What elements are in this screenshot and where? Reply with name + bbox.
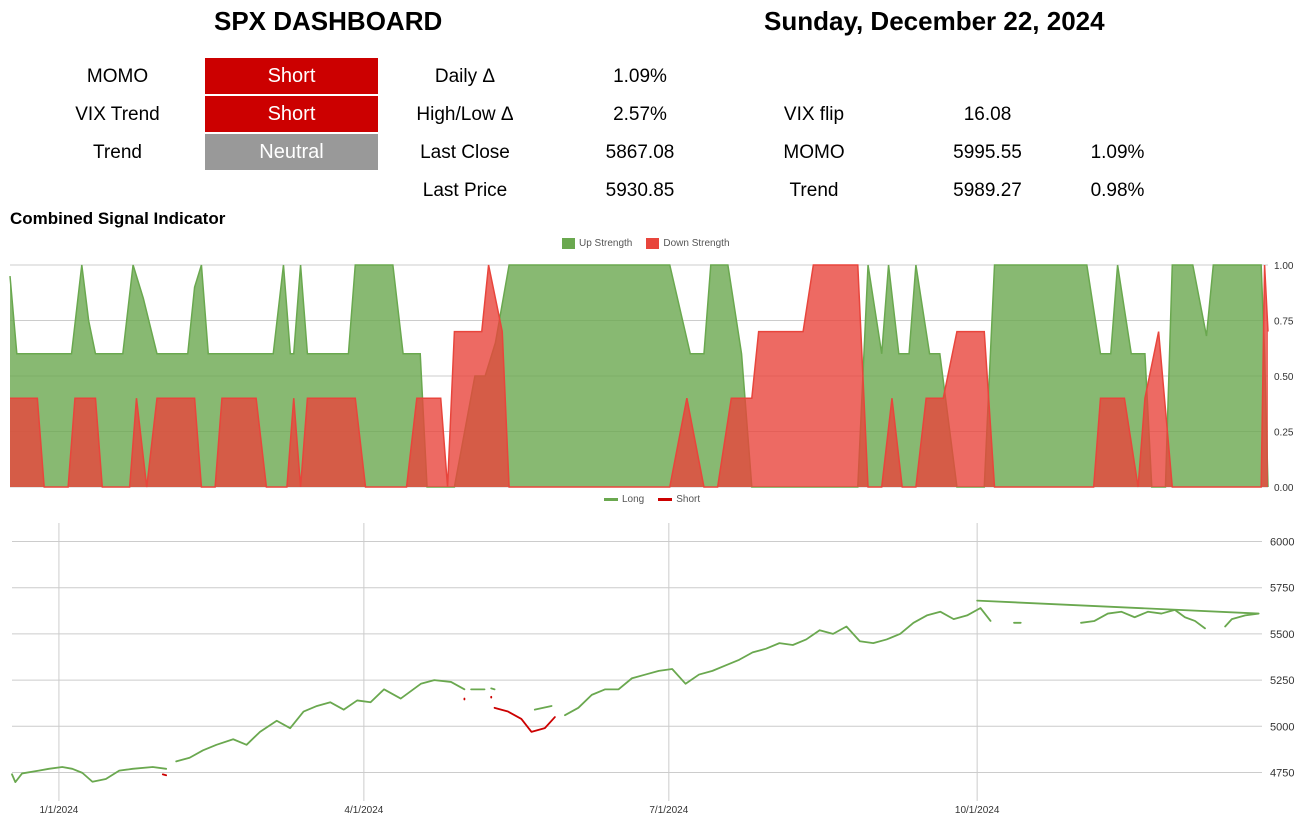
down-strength-area xyxy=(10,265,1268,487)
signal-y-tick-label: 0.00 xyxy=(1274,483,1294,494)
level-pct-trend: 0.98% xyxy=(1090,180,1145,201)
legend-swatch-down xyxy=(646,238,660,249)
up-strength-line xyxy=(9,264,1269,488)
legend-label-down: Down Strength xyxy=(663,238,730,249)
price-y-tick-label: 5500 xyxy=(1270,629,1294,641)
short-segment xyxy=(493,706,556,733)
long-segment xyxy=(175,679,466,763)
stat-label-last-close: Last Close xyxy=(420,142,510,163)
signal-y-tick-label: 0.25 xyxy=(1274,428,1294,439)
signal-chart-legend: Up Strength Down Strength xyxy=(562,238,730,249)
level-value-trend: 5989.27 xyxy=(953,180,1022,201)
signal-y-tick-label: 0.50 xyxy=(1274,372,1294,383)
signal-badge-momo: Short xyxy=(205,58,378,94)
stat-label-last-price: Last Price xyxy=(422,180,508,201)
level-label-trend: Trend xyxy=(789,180,839,201)
price-x-tick-label: 1/1/2024 xyxy=(39,805,78,816)
legend-line-short xyxy=(658,498,673,501)
price-x-tick-label: 7/1/2024 xyxy=(649,805,688,816)
legend-label-up: Up Strength xyxy=(579,238,633,249)
signal-y-tick-label: 1.00 xyxy=(1274,261,1294,272)
stat-value-last-price: 5930.85 xyxy=(605,180,675,201)
down-strength-line xyxy=(10,264,1269,488)
signal-label-vix-trend: VIX Trend xyxy=(75,104,160,125)
long-segment xyxy=(490,687,496,691)
long-segment xyxy=(564,607,992,717)
signal-label-trend: Trend xyxy=(93,142,142,163)
legend-label-short: Short xyxy=(676,494,701,505)
price-y-tick-label: 6000 xyxy=(1270,536,1294,548)
price-chart: 4750 5000 5250 5500 5750 6000 1/1/2024 4/1/2024… xyxy=(11,523,1294,816)
level-label-vix-flip: VIX flip xyxy=(783,104,845,125)
price-y-tick-label: 4750 xyxy=(1270,768,1294,780)
legend-line-long xyxy=(604,498,618,501)
signal-badge-vix-trend: Short xyxy=(205,96,378,132)
signal-label-momo: MOMO xyxy=(86,66,149,87)
dashboard-date: Sunday, December 22, 2024 xyxy=(764,6,1105,36)
price-y-tick-label: 5750 xyxy=(1270,583,1294,595)
stat-value-last-close: 5867.08 xyxy=(605,142,675,163)
level-value-momo: 5995.55 xyxy=(953,142,1022,163)
price-x-tick-label: 10/1/2024 xyxy=(955,805,1000,816)
level-value-vix-flip: 16.08 xyxy=(963,104,1012,125)
long-segment xyxy=(976,599,1260,628)
level-pct-momo: 1.09% xyxy=(1090,142,1145,163)
signal-chart-title: Combined Signal Indicator xyxy=(10,209,226,228)
legend-label-long: Long xyxy=(622,494,645,505)
long-segment xyxy=(1080,608,1206,630)
price-y-tick-label: 5250 xyxy=(1270,675,1294,687)
long-segment xyxy=(11,766,168,784)
stat-value-daily-delta: 1.09% xyxy=(613,66,667,87)
long-segment xyxy=(533,705,553,711)
price-chart-legend: Long Short xyxy=(604,494,700,505)
stat-value-high-low-delta: 2.57% xyxy=(613,104,667,125)
signal-y-tick-label: 0.75 xyxy=(1274,317,1294,328)
price-x-tick-label: 4/1/2024 xyxy=(344,805,383,816)
stat-label-daily-delta: Daily Δ xyxy=(434,66,496,87)
dashboard-title: SPX DASHBOARD xyxy=(214,6,443,36)
signal-badge-trend: Neutral xyxy=(205,134,378,170)
short-segment xyxy=(161,773,168,777)
stat-label-high-low-delta: High/Low Δ xyxy=(416,104,514,125)
signal-chart: 0.00 0.25 0.50 0.75 1.00 xyxy=(9,261,1294,494)
price-y-tick-label: 5000 xyxy=(1270,721,1294,733)
level-label-momo: MOMO xyxy=(783,142,845,163)
legend-swatch-up xyxy=(562,238,575,249)
